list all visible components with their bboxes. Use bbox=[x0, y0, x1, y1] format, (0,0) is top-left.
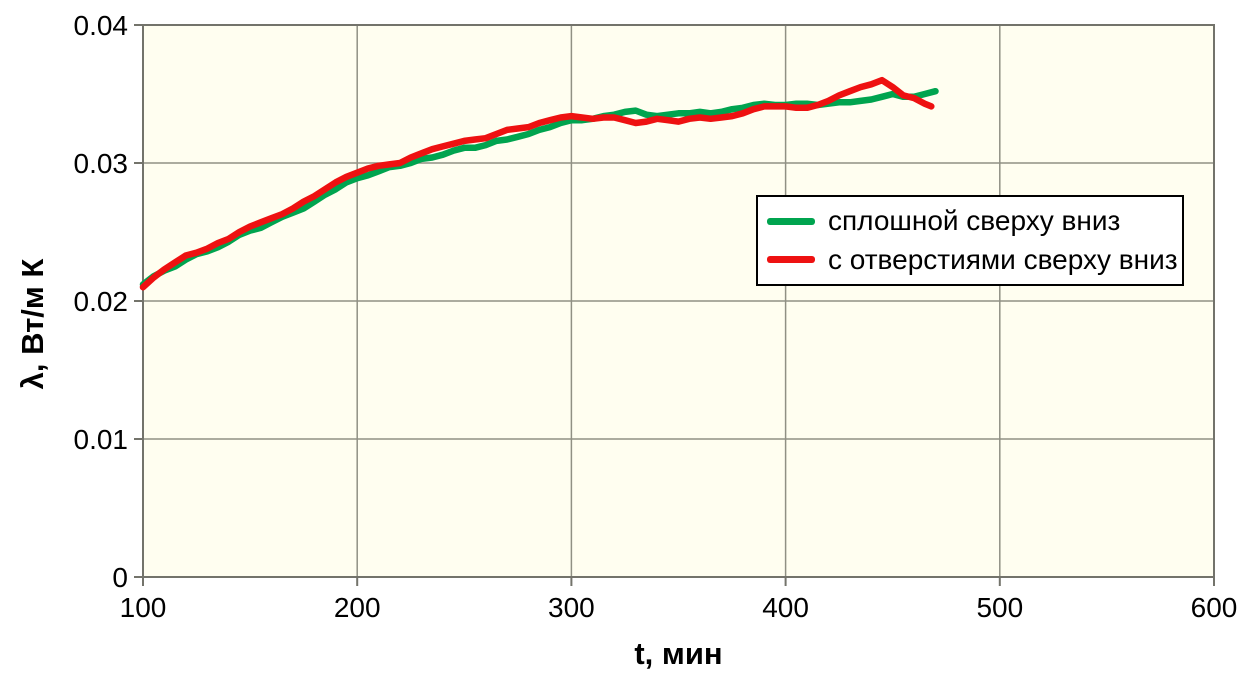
red-line-swatch-icon bbox=[767, 256, 815, 264]
x-tick-label: 600 bbox=[1191, 592, 1238, 623]
y-tick-label: 0.04 bbox=[74, 10, 129, 41]
series-line-1 bbox=[139, 76, 935, 291]
y-tick-label: 0.01 bbox=[74, 424, 129, 455]
legend: сплошной сверху вниз с отверстиями сверх… bbox=[756, 195, 1184, 286]
y-tick-label: 0.02 bbox=[74, 286, 129, 317]
series-line-0 bbox=[139, 87, 939, 288]
y-tick-label: 0 bbox=[112, 562, 128, 593]
legend-label-holes: с отверстиями сверху вниз bbox=[828, 243, 1178, 275]
y-tick-label: 0.03 bbox=[74, 148, 129, 179]
legend-label-solid: сплошной сверху вниз bbox=[828, 205, 1121, 237]
x-axis-title: t, мин bbox=[634, 636, 723, 671]
x-tick-label: 500 bbox=[976, 592, 1023, 623]
green-line-swatch-icon bbox=[767, 217, 815, 225]
legend-item-holes: с отверстиями сверху вниз bbox=[767, 243, 1182, 275]
x-tick-label: 400 bbox=[762, 592, 809, 623]
x-tick-label: 100 bbox=[120, 592, 167, 623]
x-tick-label: 200 bbox=[334, 592, 381, 623]
legend-item-solid: сплошной сверху вниз bbox=[767, 207, 1182, 235]
x-tick-label: 300 bbox=[548, 592, 595, 623]
y-axis-title: λ, Вт/м К bbox=[15, 258, 50, 390]
